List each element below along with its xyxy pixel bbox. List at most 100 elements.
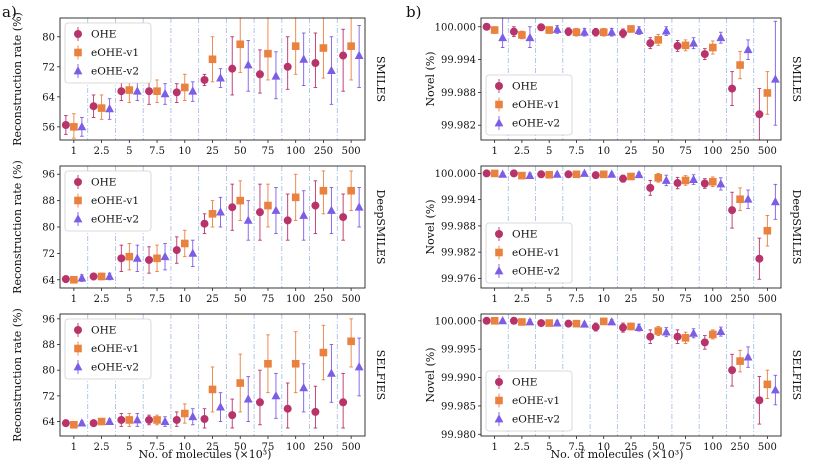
data-point-eOHE-v2 [327,65,336,74]
data-point-eOHE-v1 [627,25,635,33]
plot-3: 1 2.5 5 7.5 10 25 50 75 100 250 500 99.982 99.988 99.… [424,17,803,157]
row-label: DeepSMILES [790,190,803,265]
data-point-OHE [255,70,264,79]
y-tick-label: 72 [42,62,55,73]
data-point-OHE [172,88,181,97]
x-tick-label: 5 [546,442,552,453]
x-tick-label: 7.5 [569,146,585,157]
data-point-eOHE-v2 [354,202,364,211]
data-point-eOHE-v2 [105,104,114,113]
row-label: SMILES [790,56,803,102]
legend-label: eOHE-v1 [512,395,560,407]
data-point-eOHE-v2 [634,322,644,332]
data-point-eOHE-v2 [77,418,87,427]
data-point-OHE [564,170,573,179]
y-tick-label: 88 [42,196,55,207]
data-point-eOHE-v1 [153,87,161,95]
data-point-OHE [509,316,518,325]
y-tick-label: 100.000 [435,169,476,180]
data-point-OHE [172,246,181,255]
data-point-eOHE-v2 [160,251,170,261]
data-point-eOHE-v2 [689,328,698,337]
data-point-OHE [591,171,600,180]
data-point-OHE [537,23,546,32]
data-point-eOHE-v1 [518,31,526,39]
x-tick-label: 75 [679,294,692,305]
x-tick-label: 500 [342,442,361,453]
y-tick-label: 99.982 [441,121,476,132]
x-tick-label: 500 [342,146,361,157]
data-point-eOHE-v1 [125,252,134,261]
y-tick-label: 99.982 [441,248,476,259]
legend-label: OHE [512,81,537,93]
data-point-eOHE-v1 [599,317,608,326]
x-tick-label: 75 [262,146,275,157]
data-point-OHE [646,39,655,48]
data-point-OHE [145,255,154,264]
data-point-OHE [591,323,600,332]
data-point-OHE [200,219,209,228]
data-point-eOHE-v1 [180,83,189,92]
data-point-eOHE-v1 [125,416,134,424]
data-point-eOHE-v1 [347,42,355,50]
data-point-eOHE-v1 [681,334,690,342]
y-tick-label: 99.976 [441,274,476,285]
x-tick-label: 10 [597,294,610,305]
xlabel-left: No. of molecules (×10³) [139,448,272,461]
data-point-OHE [311,59,320,68]
x-tick-label: 250 [731,442,750,453]
data-point-eOHE-v1 [572,28,581,37]
data-point-OHE [728,84,737,93]
data-point-eOHE-v2 [160,89,170,98]
data-point-OHE [311,201,320,210]
data-point-OHE [228,64,237,73]
x-tick-label: 7.5 [569,442,585,453]
x-tick-label: 250 [314,146,333,157]
data-point-OHE [564,319,573,328]
y-tick-label: 99.980 [441,430,476,441]
data-point-OHE [509,27,518,36]
legend-label: OHE [91,177,116,189]
plot-4: 1 2.5 5 7.5 10 25 50 75 100 250 500 99.976 99.982 99.… [424,165,803,305]
data-point-eOHE-v1 [599,28,608,37]
data-point-eOHE-v1 [291,42,300,50]
data-point-eOHE-v2 [689,38,698,47]
data-point-eOHE-v2 [661,175,671,184]
data-point-eOHE-v2 [770,385,780,394]
plot-1: 1 2.5 5 7.5 10 25 50 75 100 250 500 64 72 80 88 96 Recon… [11,160,387,305]
panel-letter-b: b) [406,3,421,21]
plot-2: 1 2.5 5 7.5 10 25 50 75 100 250 500 64 72 80 88 96 Recon… [11,308,387,453]
data-point-eOHE-v1 [125,86,134,94]
y-tick-label: 99.985 [441,401,476,412]
data-point-eOHE-v2 [743,352,753,361]
legend-label: eOHE-v2 [512,118,560,130]
y-tick-label: 80 [42,223,55,234]
data-point-OHE [537,170,546,179]
data-point-OHE [255,208,264,217]
data-point-eOHE-v1 [627,172,635,181]
x-tick-label: 500 [758,294,777,305]
x-tick-label: 1 [491,294,497,305]
x-tick-label: 5 [126,442,132,453]
legend-label: eOHE-v1 [91,47,139,59]
data-point-eOHE-v1 [208,210,217,218]
y-tick-label: 99.988 [441,88,476,99]
x-tick-label: 250 [731,294,750,305]
data-point-eOHE-v1 [70,123,78,131]
data-point-OHE [619,323,627,332]
data-point-eOHE-v2 [105,416,114,425]
data-point-eOHE-v2 [188,411,198,421]
data-point-eOHE-v2 [299,54,309,63]
data-point-eOHE-v1 [208,385,217,394]
data-point-eOHE-v1 [763,380,772,389]
data-point-OHE [619,174,627,183]
data-point-OHE [728,366,737,375]
y-tick-label: 100.000 [435,22,476,33]
x-tick-label: 1 [71,146,77,157]
data-point-OHE [482,169,491,178]
y-tick-label: 99.994 [441,55,476,66]
data-point-eOHE-v2 [132,253,142,262]
data-point-eOHE-v2 [552,24,562,33]
data-point-eOHE-v2 [243,394,253,403]
data-point-eOHE-v2 [770,197,780,206]
